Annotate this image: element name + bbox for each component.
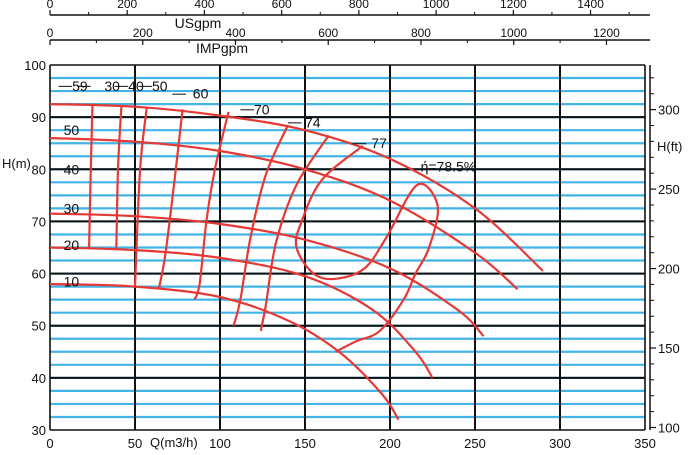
curve-label: 59 [72,78,88,94]
major-gridlines [49,64,646,431]
usgpm-tick-label: 0 [47,0,54,11]
efficiency-curve [157,109,184,290]
y-tick-label: 70 [32,214,46,229]
efficiency-curve [133,106,148,287]
curve-label: 30 [104,78,120,94]
curve-label: 30 [64,200,80,216]
impgpm-tick-label: 200 [133,26,153,40]
ft-tick-label: 200 [658,262,680,277]
curve-labels: 59 30 40 50 60 70 74 77 ή=78.5% 50 40 30 20 10 [64,78,477,290]
impgpm-tick-label: 0 [47,26,54,40]
x-axis-label: Q(m3/h) [150,435,198,450]
curve-label: 77 [371,135,387,151]
usgpm-tick-label: 600 [272,0,292,11]
axes: USgpm IMPgpm H(m) H(ft) Q(m3/h) 30 40 50 60… [2,0,682,451]
curve-label: 40 [64,161,80,177]
efficiency-curve [294,144,440,353]
curve-label: 50 [152,78,168,94]
ft-tick-label: 250 [658,182,680,197]
usgpm-tick-label: 1000 [423,0,450,11]
usgpm-tick-label: 1200 [500,0,527,11]
y-tick-label: 80 [32,162,46,177]
curve-label: 50 [64,122,80,138]
curve-label: 20 [64,237,80,253]
impgpm-tick-label: 1000 [500,26,527,40]
usgpm-label: USgpm [175,15,222,31]
y-tick-label: 60 [32,267,46,282]
x-tick-label: 50 [128,436,142,451]
efficiency-curve [232,124,290,326]
impgpm-tick-label: 400 [225,26,245,40]
curve-label: 10 [64,273,80,289]
y-tick-label: 40 [32,371,46,386]
y-tick-label: 90 [32,110,46,125]
x-tick-label: 0 [46,436,53,451]
x-tick-label: 100 [209,436,231,451]
curve-label: 70 [254,101,270,117]
efficiency-curve [193,111,230,301]
impgpm-tick-label: 800 [411,26,431,40]
head-curve [49,282,400,421]
y-axis-label-right: H(ft) [657,139,682,154]
usgpm-tick-label: 800 [349,0,369,11]
usgpm-tick-label: 400 [194,0,214,11]
usgpm-tick-label: 200 [117,0,137,11]
efficiency-curve [259,134,330,332]
ft-tick-label: 300 [658,103,680,118]
x-tick-label: 300 [549,436,571,451]
usgpm-tick-label: 1400 [577,0,604,11]
x-tick-label: 200 [379,436,401,451]
x-tick-label: 350 [634,436,656,451]
ft-tick-label: 100 [658,420,680,435]
curve-label: 74 [305,114,321,130]
performance-curves [49,85,544,421]
minor-gridlines [50,76,645,419]
curve-label: 40 [128,78,144,94]
y-tick-label: 100 [24,58,46,73]
y-axis-label-left: H(m) [2,156,31,171]
head-curve [49,103,544,272]
impgpm-tick-label: 600 [318,26,338,40]
y-tick-label: 50 [32,319,46,334]
ft-tick-label: 150 [658,341,680,356]
curve-label: 60 [193,86,209,102]
impgpm-tick-label: 1200 [593,26,620,40]
efficiency-curve [88,104,94,248]
head-curve [49,246,434,379]
x-tick-label: 150 [294,436,316,451]
impgpm-label: IMPgpm [196,40,248,56]
head-curve [49,212,485,337]
x-tick-label: 250 [464,436,486,451]
efficiency-curve [115,106,123,251]
curve-label: ή=78.5% [421,159,477,175]
y-tick-label: 30 [32,423,46,438]
